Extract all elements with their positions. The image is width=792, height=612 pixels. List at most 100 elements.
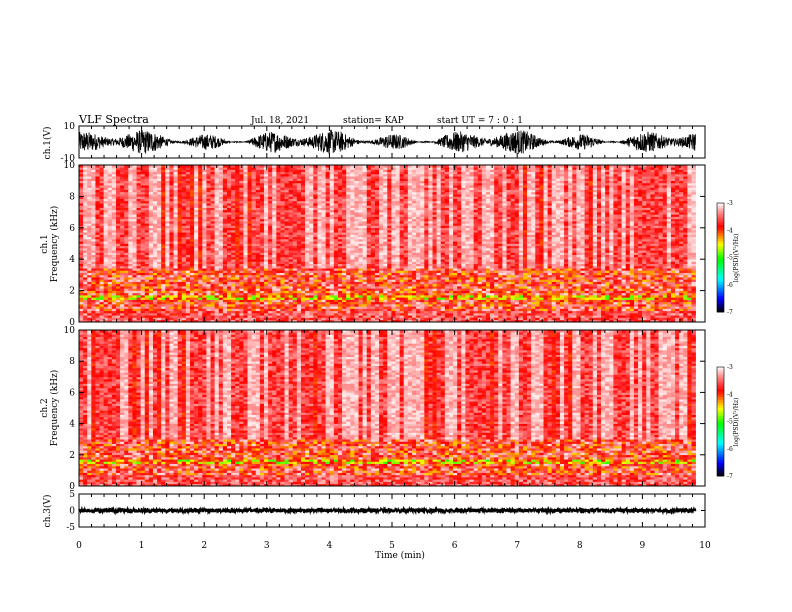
spectrogram-cell — [218, 295, 224, 298]
spectrogram-cell — [251, 187, 257, 190]
spectrogram-cell — [206, 187, 211, 190]
spectrogram-cell — [313, 308, 318, 312]
spectrogram-cell — [83, 234, 88, 238]
spectrogram-cell — [99, 239, 104, 242]
spectrogram-cell — [79, 182, 84, 186]
spectrogram-cell — [148, 218, 154, 222]
spectrogram-cell — [300, 295, 306, 298]
spectrogram-cell — [272, 245, 277, 249]
spectrogram-cell — [280, 247, 285, 251]
spectrogram-cell — [247, 191, 252, 195]
spectrogram-cell — [157, 176, 162, 179]
spectrogram-cell — [317, 304, 322, 307]
spectrogram-cell — [251, 227, 257, 231]
spectrogram-cell — [198, 180, 203, 184]
spectrogram-cell — [235, 205, 240, 208]
spectrogram-cell — [103, 225, 109, 229]
spectrogram-cell — [346, 297, 351, 300]
spectrogram-cell — [124, 272, 129, 276]
spectrogram-cell — [337, 234, 343, 238]
spectrogram-cell — [87, 207, 92, 211]
spectrogram-cell — [243, 252, 248, 256]
spectrogram-cell — [272, 263, 277, 267]
spectrogram-cell — [251, 317, 257, 321]
spectrogram-cell — [99, 169, 104, 173]
spectrogram-cell — [300, 185, 306, 188]
spectrogram-cell — [116, 169, 121, 173]
spectrogram-cell — [189, 290, 195, 294]
spectrogram-cell — [263, 216, 269, 220]
spectrogram-cell — [243, 173, 248, 177]
spectrogram-cell — [305, 281, 310, 285]
spectrogram-cell — [198, 214, 203, 217]
spectrogram-cell — [296, 232, 302, 235]
spectrogram-cell — [136, 245, 141, 249]
spectrogram-cell — [173, 245, 178, 249]
spectrogram-cell — [309, 221, 314, 224]
spectrogram-cell — [210, 232, 215, 235]
spectrogram-cell — [300, 301, 306, 305]
spectrogram-cell — [259, 167, 265, 170]
spectrogram-cell — [231, 310, 236, 314]
spectrogram-cell — [120, 277, 125, 280]
spectrogram-cell — [111, 308, 117, 312]
spectrogram-cell — [358, 288, 363, 291]
spectrogram-cell — [124, 214, 129, 217]
spectrogram-cell — [79, 207, 84, 211]
spectrogram-cell — [148, 263, 154, 267]
spectrogram-cell — [99, 218, 104, 222]
spectrogram-cell — [305, 171, 310, 175]
spectrogram-cell — [124, 308, 129, 312]
spectrogram-cell — [206, 218, 211, 222]
spectrogram-cell — [276, 207, 281, 211]
spectrogram-cell — [198, 261, 203, 264]
spectrogram-cell — [202, 272, 207, 276]
spectrogram-cell — [337, 283, 343, 287]
spectrogram-cell — [91, 203, 96, 206]
spectrogram-cell — [247, 279, 252, 282]
spectrogram-cell — [189, 232, 195, 235]
spectrogram-cell — [276, 243, 281, 247]
spectrogram-cell — [189, 173, 195, 177]
spectrogram-cell — [120, 288, 125, 291]
spectrogram-cell — [222, 203, 228, 206]
spectrogram-cell — [222, 247, 228, 251]
spectrogram-cell — [346, 304, 351, 307]
spectrogram-cell — [284, 254, 289, 258]
spectrogram-cell — [103, 239, 109, 242]
spectrogram-cell — [91, 227, 96, 231]
spectrogram-cell — [350, 173, 355, 177]
spectrogram-cell — [173, 270, 178, 273]
spectrogram-cell — [350, 259, 355, 262]
spectrogram-cell — [251, 272, 257, 276]
spectrogram-cell — [107, 205, 113, 208]
spectrogram-cell — [206, 169, 211, 173]
spectrogram-cell — [198, 279, 203, 282]
spectrogram-cell — [144, 272, 150, 276]
spectrogram-cell — [144, 173, 150, 177]
spectrogram-cell — [152, 227, 158, 231]
spectrogram-cell — [231, 265, 236, 269]
spectrogram-cell — [107, 182, 113, 186]
spectrogram-cell — [358, 277, 363, 280]
spectrogram-cell — [116, 203, 121, 206]
spectrogram-cell — [300, 261, 306, 264]
spectrogram-cell — [206, 185, 211, 188]
spectrogram-cell — [185, 265, 191, 269]
spectrogram-cell — [325, 283, 331, 287]
spectrogram-cell — [165, 301, 170, 305]
spectrogram-cell — [276, 180, 281, 184]
spectrogram-cell — [272, 196, 277, 199]
spectrogram-cell — [169, 243, 174, 247]
spectrogram-cell — [276, 173, 281, 177]
spectrogram-cell — [181, 263, 187, 267]
spectrogram-cell — [157, 250, 162, 253]
spectrogram-cell — [284, 265, 289, 269]
spectrogram-cell — [173, 241, 178, 244]
spectrogram-cell — [144, 259, 150, 262]
spectrogram-cell — [132, 295, 137, 298]
spectrogram-cell — [309, 218, 314, 222]
spectrogram-cell — [354, 281, 359, 285]
spectrogram-cell — [95, 310, 100, 314]
spectrogram-cell — [243, 288, 248, 291]
